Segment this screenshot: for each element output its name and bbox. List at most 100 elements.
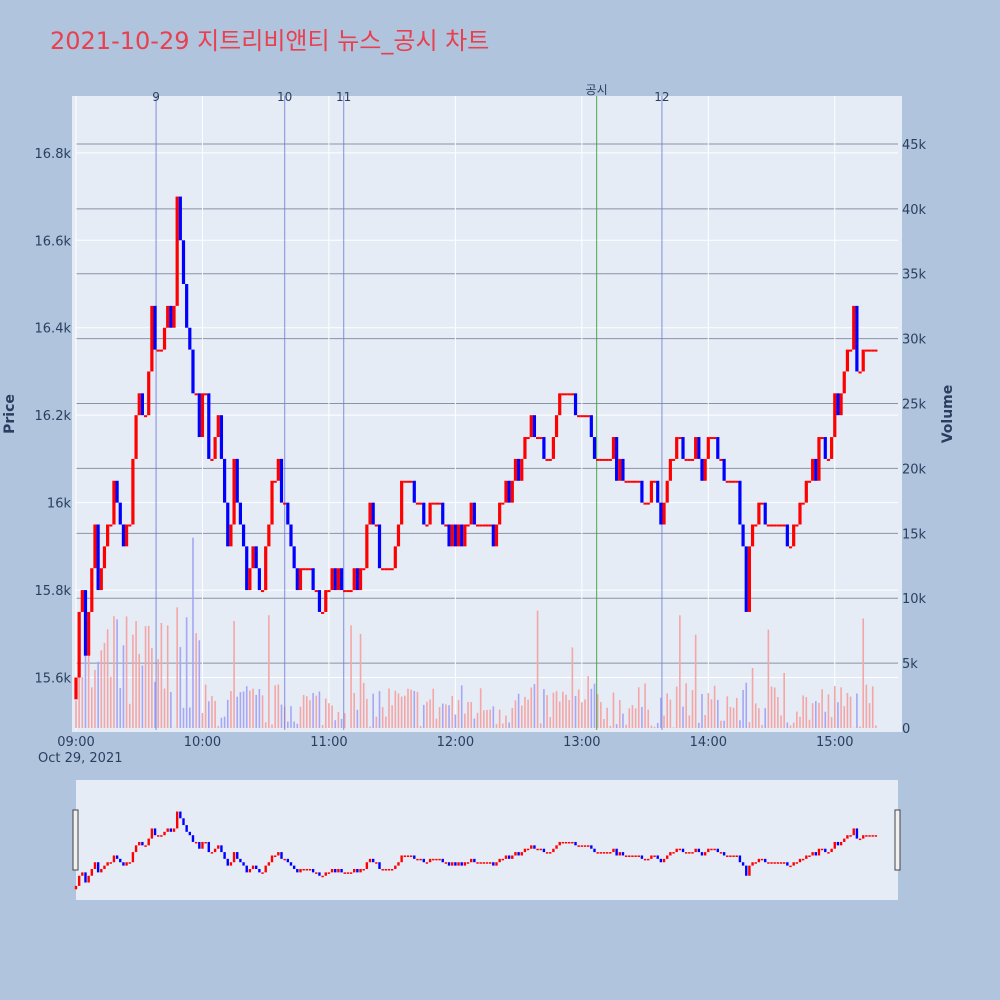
range-slider-candle: [571, 841, 574, 844]
price-candle: [716, 437, 720, 459]
range-slider-candle: [741, 862, 745, 866]
volume-bar: [470, 702, 472, 728]
volume-bar: [875, 725, 877, 728]
volume-bar: [280, 704, 283, 728]
price-candle: [349, 590, 353, 593]
volume-bar: [84, 615, 87, 728]
price-candle: [216, 415, 220, 438]
volume-bar: [369, 726, 371, 728]
volume-bar: [862, 618, 865, 728]
range-slider-candle: [536, 848, 539, 851]
price-candle: [573, 393, 578, 416]
event-marker-label: 11: [336, 90, 351, 104]
price-candle: [659, 502, 663, 525]
price-candle: [368, 502, 372, 525]
range-slider-candle: [163, 831, 166, 836]
range-slider-left-handle[interactable]: [72, 809, 79, 871]
range-slider-candle: [729, 855, 732, 857]
volume-bar: [536, 610, 539, 728]
price-candle: [485, 524, 489, 527]
range-slider-candle: [732, 855, 735, 857]
range-slider-candle: [428, 858, 432, 863]
price-candle: [96, 524, 100, 591]
price-candle: [314, 590, 318, 593]
volume-bar: [650, 725, 653, 728]
price-candle: [305, 568, 309, 571]
range-slider-candle: [270, 855, 274, 863]
volume-bar: [514, 700, 517, 728]
range-slider-candle: [479, 862, 482, 864]
volume-bar: [388, 688, 390, 728]
volume-bar: [511, 708, 514, 728]
range-slider-candle: [568, 841, 571, 844]
price-candle: [207, 393, 211, 459]
price-candle: [377, 524, 382, 569]
x-axis-date-label: Oct 29, 2021: [38, 751, 123, 766]
range-slider-candle: [545, 852, 549, 854]
volume-bar: [223, 716, 226, 728]
price-candle: [153, 305, 157, 350]
range-slider-candle: [596, 852, 599, 854]
price-candle: [817, 437, 821, 481]
range-slider-candle: [792, 862, 795, 866]
price-candle: [412, 480, 416, 503]
volume-bar: [637, 687, 640, 728]
range-slider-candle: [748, 865, 751, 876]
volume-bar: [587, 676, 589, 728]
volume-bar: [631, 705, 634, 728]
range-slider-candle: [697, 848, 701, 853]
range-slider-candle: [81, 872, 84, 876]
range-slider-candle: [511, 855, 514, 859]
price-candle: [431, 502, 435, 505]
volume-bar: [160, 623, 163, 728]
volume-bar: [821, 689, 823, 728]
volume-bar: [179, 647, 182, 728]
volume-bar: [252, 688, 254, 728]
range-slider-candle: [833, 841, 836, 849]
range-slider-candle: [460, 862, 463, 866]
range-slider-candle: [624, 855, 628, 857]
price-candle: [750, 524, 755, 547]
volume-bar: [833, 686, 836, 728]
volume-bar: [694, 634, 697, 728]
volume-bar: [157, 659, 159, 728]
price-candle: [115, 480, 119, 503]
price-candle: [649, 480, 653, 503]
range-slider-candle: [125, 862, 128, 866]
range-slider-candle: [438, 858, 441, 861]
range-slider-candle: [612, 848, 615, 853]
price-candle: [204, 393, 208, 396]
volume-bar: [764, 708, 767, 728]
range-slider[interactable]: [76, 780, 898, 900]
range-slider-candle: [811, 852, 814, 856]
price-candle: [425, 524, 429, 527]
volume-bar: [290, 706, 292, 728]
price-candle: [419, 502, 423, 505]
volume-bar: [571, 647, 574, 728]
price-candle: [365, 524, 369, 569]
range-slider-candle: [858, 838, 862, 841]
price-candle: [491, 524, 495, 547]
range-slider-candle: [678, 848, 682, 851]
range-slider-candle: [849, 835, 852, 837]
volume-bar: [274, 685, 276, 728]
price-candle: [333, 568, 337, 591]
price-candle: [596, 458, 600, 461]
range-slider-candle: [764, 858, 767, 863]
volume-bar: [226, 699, 229, 728]
price-candle: [548, 458, 552, 461]
price-candle: [694, 437, 698, 459]
volume-bar: [520, 705, 523, 728]
volume-bar: [391, 705, 393, 728]
y-tick-label: 16.8k: [35, 147, 72, 162]
range-slider-candle: [422, 858, 425, 863]
volume-bar: [410, 689, 412, 728]
range-slider-candle: [387, 868, 391, 871]
price-candle: [630, 480, 635, 483]
range-slider-candle: [419, 858, 422, 861]
price-candle: [251, 546, 255, 569]
range-slider-right-handle[interactable]: [894, 809, 901, 871]
price-candle: [232, 458, 236, 525]
range-slider-candle: [801, 858, 805, 861]
price-candle: [826, 458, 831, 461]
